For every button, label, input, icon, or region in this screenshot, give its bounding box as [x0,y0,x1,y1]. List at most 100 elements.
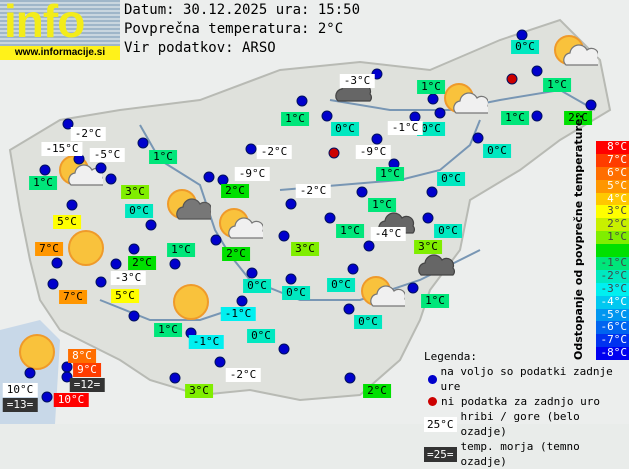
station-dot[interactable] [348,264,359,275]
temperature-label: 7°C [59,290,87,304]
temperature-label: 0°C [437,172,465,186]
temperature-label: -1°C [221,307,256,321]
temperature-label: 1°C [29,176,57,190]
temperature-label: 1°C [167,243,195,257]
sea-temperature-label: =13= [3,398,38,412]
station-dot[interactable] [428,94,439,105]
station-dot[interactable] [211,235,222,246]
temperature-label: 2°C [221,184,249,198]
station-dot[interactable] [67,200,78,211]
hill-temperature-label: -2°C [226,368,261,382]
temperature-label: 1°C [417,80,445,94]
hill-temperature-label: -9°C [356,145,391,159]
station-dot[interactable] [96,277,107,288]
partly-cloudy-icon [359,274,405,318]
station-dot[interactable] [247,268,258,279]
legend-available: na voljo so podatki zadnje ure [441,364,629,394]
missing-dot-icon [428,397,437,406]
station-dot[interactable] [106,174,117,185]
station-dot[interactable] [215,357,226,368]
station-dot[interactable] [52,258,63,269]
station-dot[interactable] [25,368,36,379]
temperature-label: 0°C [483,144,511,158]
partly-cloudy-icon [442,81,488,125]
hill-temperature-label: -3°C [111,271,146,285]
logo[interactable]: info www.informacije.si [0,0,120,60]
station-dot[interactable] [532,66,543,77]
station-dot[interactable] [138,138,149,149]
temperature-label: 0°C [327,278,355,292]
temperature-label: 1°C [501,111,529,125]
station-dot[interactable] [48,279,59,290]
station-dot[interactable] [129,311,140,322]
station-dot[interactable] [42,392,53,403]
hill-temperature-label: -2°C [296,184,331,198]
station-dot[interactable] [517,30,528,41]
station-dot[interactable] [473,133,484,144]
partly-cloudy-icon [552,33,598,77]
scale-step: 6°C [596,167,629,180]
station-dot[interactable] [364,241,375,252]
sea-temperature-label: =12= [70,378,105,392]
station-dot[interactable] [279,231,290,242]
hill-temperature-label: 10°C [3,383,38,397]
scale-step: -3°C [596,283,629,296]
station-dot[interactable] [423,213,434,224]
station-dot[interactable] [586,100,597,111]
temperature-label: 0°C [434,224,462,238]
station-dot[interactable] [237,296,248,307]
sunny-icon [169,280,215,324]
temperature-label: 2°C [222,247,250,261]
station-dot[interactable] [170,259,181,270]
station-dot[interactable] [297,96,308,107]
temperature-label: 5°C [53,215,81,229]
scale-title: Odstopanje od povprečne temperature: [572,140,585,360]
station-dot[interactable] [146,220,157,231]
scale-step: 1°C [596,231,629,244]
legend-hill: hribi / gore (belo ozadje) [461,409,629,439]
station-dot-missing[interactable] [329,148,340,159]
hill-temperature-label: -15°C [41,142,82,156]
station-dot[interactable] [286,199,297,210]
temperature-label: 1°C [421,294,449,308]
station-dot[interactable] [357,187,368,198]
station-dot[interactable] [129,244,140,255]
station-dot[interactable] [246,144,257,155]
station-dot[interactable] [435,108,446,119]
station-dot[interactable] [345,373,356,384]
station-dot[interactable] [204,172,215,183]
temperature-label: 3°C [291,242,319,256]
station-dot-missing[interactable] [507,74,518,85]
station-dot[interactable] [96,163,107,174]
station-dot[interactable] [408,283,419,294]
station-dot[interactable] [322,111,333,122]
sunny-icon [64,226,110,270]
station-dot[interactable] [111,259,122,270]
source-line: Vir podatkov: ARSO [124,39,276,58]
temperature-label: 3°C [121,185,149,199]
scale-step: -2°C [596,270,629,283]
station-dot[interactable] [427,187,438,198]
station-dot[interactable] [532,111,543,122]
partly-cloudy-icon [217,206,263,250]
logo-url[interactable]: www.informacije.si [0,46,120,60]
temperature-label: 5°C [111,289,139,303]
station-dot[interactable] [325,213,336,224]
station-dot[interactable] [170,373,181,384]
scale-step: -4°C [596,296,629,309]
temperature-label: 1°C [336,224,364,238]
hill-temperature-label: -1°C [388,121,423,135]
station-dot[interactable] [279,344,290,355]
temperature-label: 3°C [414,240,442,254]
sea-sample: =25= [424,447,457,462]
station-dot[interactable] [344,304,355,315]
cloudy-dark-icon [417,251,463,295]
temperature-label: 2°C [363,384,391,398]
sunny-icon [15,330,61,374]
station-dot[interactable] [372,134,383,145]
station-dot[interactable] [40,165,51,176]
scale-step: 7°C [596,154,629,167]
station-dot[interactable] [286,274,297,285]
date-line: Datum: 30.12.2025 ura: 15:50 [124,1,360,20]
scale-step: 8°C [596,141,629,154]
